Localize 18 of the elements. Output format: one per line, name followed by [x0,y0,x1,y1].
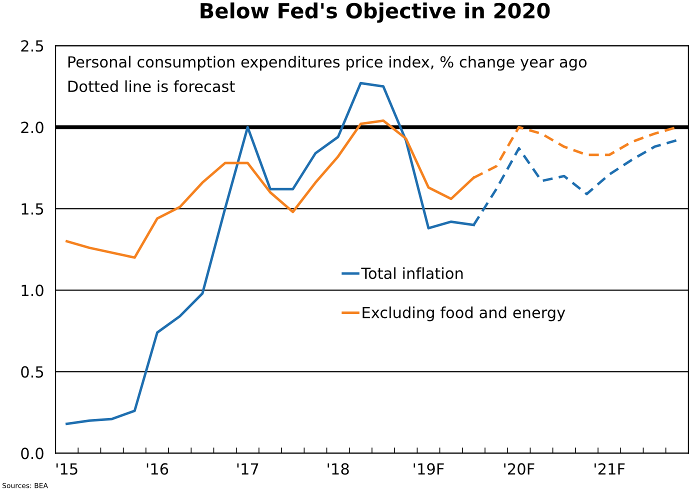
x-tick-label: '16 [146,463,168,475]
y-tick-label: 2.5 [21,40,44,52]
chart-title: Below Fed's Objective in 2020 [200,2,550,23]
x-tick-label: '19F [414,463,444,475]
x-tick-label: '20F [504,463,534,475]
x-tick-label: '18 [328,463,349,475]
annotation: Personal consumption expenditures price index, % change year ago [68,56,587,71]
annotation: Dotted line is forecast [68,80,235,92]
x-tick-label: '21F [594,463,625,475]
legend-label: Total inflation [361,267,463,280]
y-tick-label: 2.0 [21,122,44,134]
legend-label: Excluding food and energy [362,306,566,322]
y-tick-label: 0.5 [21,366,44,378]
x-tick-label: '15 [56,463,78,475]
y-tick-label: 0.0 [21,448,44,460]
x-tick-label: '17 [237,463,258,475]
y-tick-label: 1.5 [22,203,44,215]
y-tick-label: 1.0 [22,284,44,296]
